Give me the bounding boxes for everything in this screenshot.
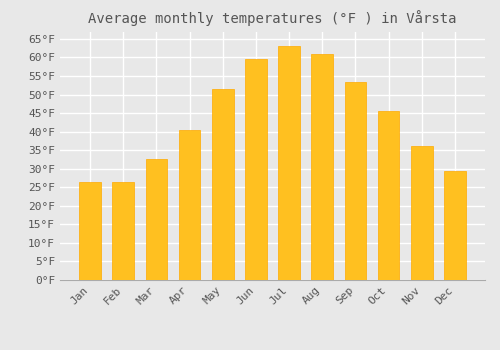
Bar	[179, 130, 201, 280]
Bar	[444, 170, 466, 280]
Bar	[344, 82, 366, 280]
Bar	[146, 160, 167, 280]
Bar	[112, 182, 134, 280]
Bar	[312, 54, 333, 280]
Title: Average monthly temperatures (°F ) in Vårsta: Average monthly temperatures (°F ) in Vå…	[88, 10, 457, 26]
Bar	[378, 111, 400, 280]
Bar	[80, 182, 101, 280]
Bar	[411, 147, 432, 280]
Bar	[212, 89, 234, 280]
Bar	[245, 59, 266, 280]
Bar	[278, 46, 300, 280]
